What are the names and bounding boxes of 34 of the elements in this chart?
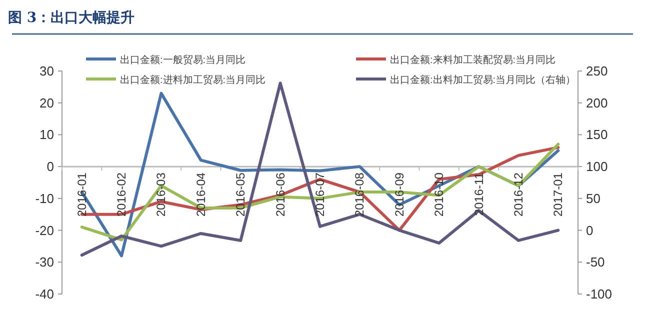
y2-tick-label: 0 <box>586 222 594 238</box>
x-tick-label: 2016-10 <box>432 172 446 217</box>
x-tick-label: 2016-02 <box>114 172 129 217</box>
x-tick-label: 2017-01 <box>551 172 566 217</box>
legend-label: 出口金额:出料加工贸易:当月同比（右轴） <box>390 74 576 86</box>
x-tick-label: 2016-04 <box>194 172 208 217</box>
y2-tick-label: 150 <box>586 127 608 142</box>
y-tick-label: -10 <box>35 190 54 206</box>
y2-tick-label: 250 <box>586 64 608 78</box>
y2-tick-label: 200 <box>586 95 608 110</box>
y2-tick-label: 50 <box>586 190 600 206</box>
y2-tick-label: -50 <box>586 254 605 270</box>
x-tick-label: 2016-12 <box>511 172 526 217</box>
y-tick-label: -20 <box>35 222 54 238</box>
x-tick-label: 2016-08 <box>352 172 367 217</box>
y-tick-label: 0 <box>46 159 54 174</box>
title: 图 3：出口大幅提升 <box>8 10 135 26</box>
x-tick-label: 2016-07 <box>313 172 327 217</box>
legend-label: 出口金额:一般贸易:当月同比 <box>120 54 246 66</box>
x-tick-label: 2016-06 <box>273 172 288 217</box>
y-tick-label: -30 <box>35 254 54 270</box>
y-tick-label: 10 <box>40 127 54 142</box>
x-tick-label: 2016-03 <box>154 172 168 217</box>
y-tick-label: -40 <box>35 286 54 302</box>
y-tick-label: 30 <box>40 64 54 78</box>
legend-label: 出口金额:来料加工装配贸易:当月同比 <box>390 54 556 66</box>
x-tick-label: 2016-09 <box>392 172 406 217</box>
y2-tick-label: 100 <box>586 159 608 174</box>
y-tick-label: 20 <box>40 95 54 110</box>
legend-label: 出口金额:进料加工贸易:当月同比 <box>120 74 266 86</box>
y2-tick-label: -100 <box>586 286 612 302</box>
x-tick-label: 2016-11 <box>472 172 486 216</box>
x-tick-label: 2016-05 <box>234 172 248 217</box>
x-tick-label: 2016-01 <box>74 172 89 217</box>
